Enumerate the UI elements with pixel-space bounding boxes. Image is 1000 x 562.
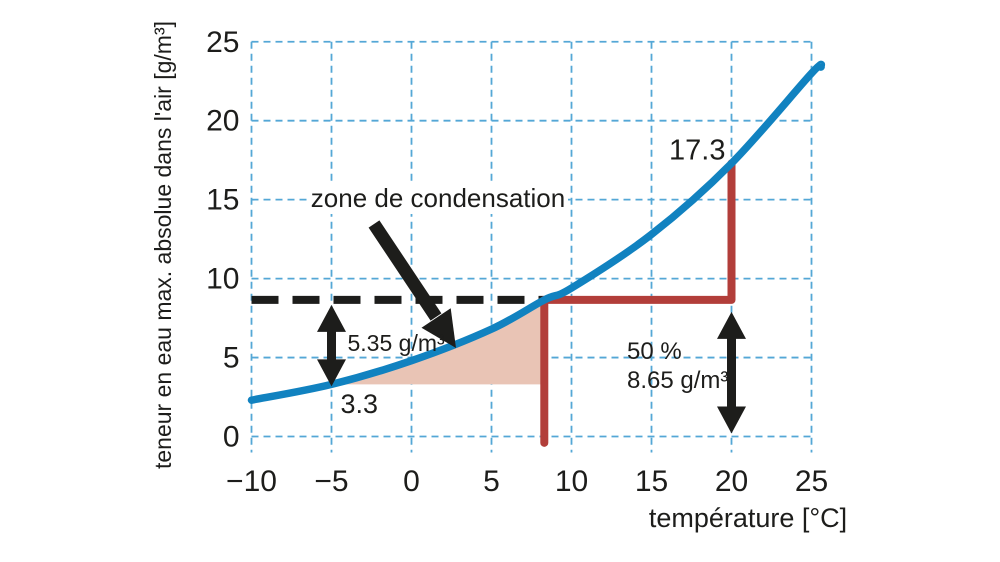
zone-label-background: [308, 184, 568, 214]
x-tick-label: 25: [795, 465, 828, 498]
condensation-zone-fill: [331, 299, 545, 385]
y-tick-label: 5: [223, 342, 240, 375]
y-tick-label: 10: [206, 263, 239, 296]
cooling-process-line: [540, 159, 736, 447]
arrows: [317, 220, 746, 434]
zone-pointer-arrow-head: [421, 308, 456, 348]
tick-labels: −10 −5 0 5 10 15 20 25 0 5 10 15 20 25: [206, 26, 828, 498]
x-tick-label: 20: [715, 465, 748, 498]
x-tick-label: −5: [314, 465, 348, 498]
y-tick-label: 20: [206, 105, 239, 138]
value-label-saturation-20: 17.3: [669, 134, 725, 166]
x-tick-label: −10: [226, 465, 277, 498]
zone-pointer-arrow-shaft: [368, 220, 442, 321]
saturation-curve: [247, 60, 826, 404]
double-headed-arrow: [317, 304, 346, 387]
x-axis-label: température [°C]: [649, 503, 847, 533]
zone-label: zone de condensation: [311, 183, 565, 213]
y-tick-label: 15: [206, 184, 239, 217]
value-label-absolute-humidity: 8.65 g/m³: [627, 367, 728, 394]
x-tick-label: 10: [555, 465, 588, 498]
y-axis-label: teneur en eau max. absolue dans l'air [g…: [150, 21, 176, 469]
y-tick-label: 25: [206, 26, 239, 59]
double-headed-arrow: [717, 311, 746, 434]
value-label-relative-humidity: 50 %: [627, 338, 682, 365]
y-tick-label: 0: [223, 421, 240, 454]
x-tick-label: 0: [403, 465, 420, 498]
value-label-saturation-minus5: 3.3: [341, 389, 379, 419]
x-tick-label: 15: [635, 465, 668, 498]
value-label-condensation-amount: 5.35 g/m³: [348, 330, 445, 356]
x-tick-label: 5: [483, 465, 500, 498]
